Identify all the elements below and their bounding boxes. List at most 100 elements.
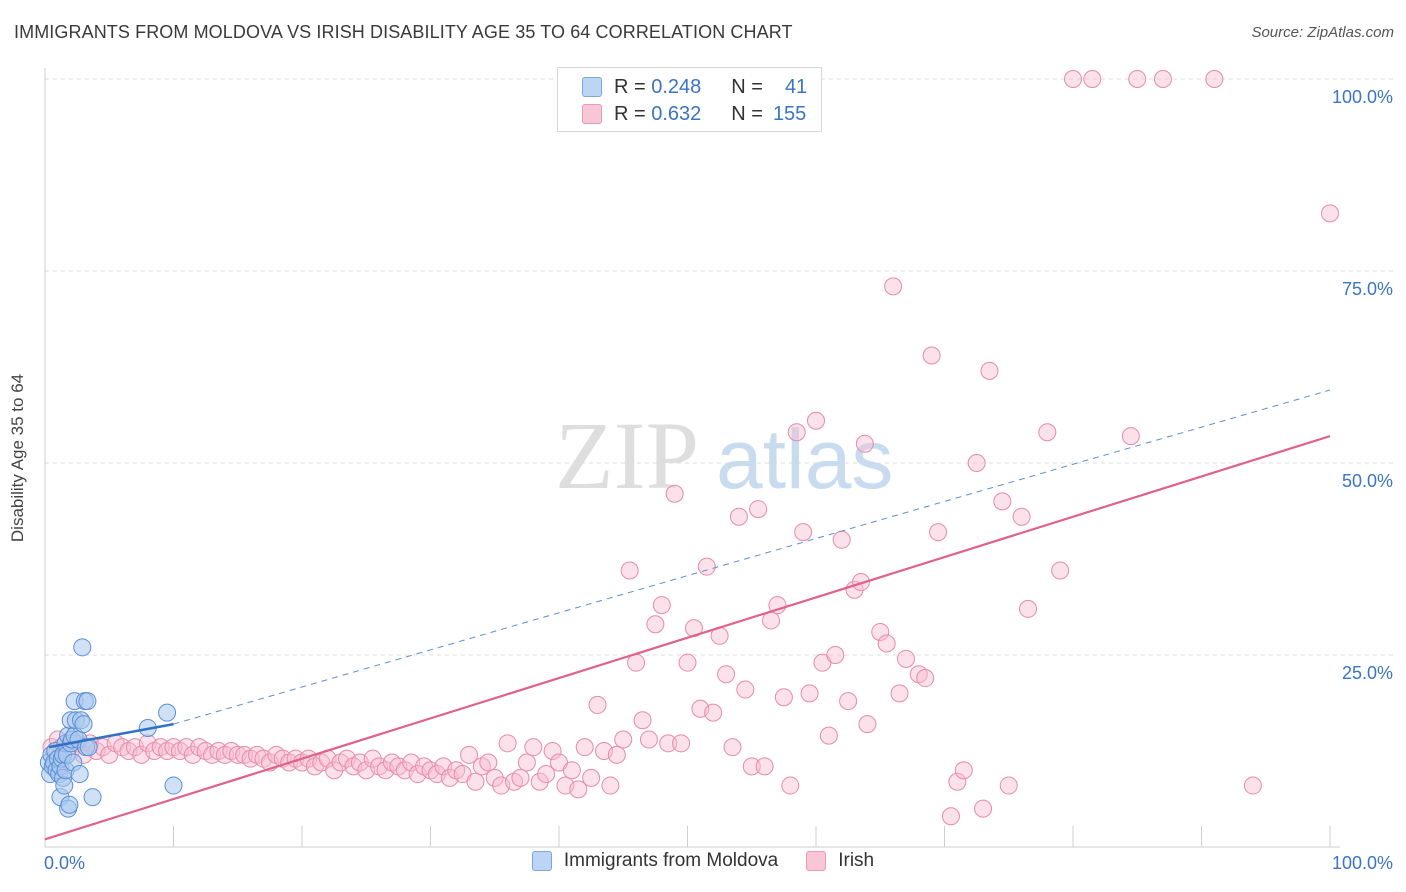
irish-point (325, 761, 344, 780)
irish-point (916, 669, 935, 688)
series-legend-moldova: Immigrants from Moldova (531, 850, 778, 872)
moldova-points (39, 638, 183, 818)
irish-point (1064, 70, 1082, 88)
irish-point (672, 734, 691, 753)
irish-point (646, 615, 665, 634)
irish-point (620, 561, 639, 580)
moldova-point (164, 776, 183, 795)
moldova-point (73, 638, 92, 657)
series-swatch-pink (806, 851, 827, 871)
moldova-trend-line (48, 722, 174, 749)
irish-point (460, 745, 479, 764)
irish-point (768, 596, 787, 615)
y-tick-label: 75.0% (1342, 279, 1393, 299)
watermark-atlas: atlas (716, 412, 893, 506)
moldova-point (55, 776, 74, 795)
irish-point (562, 761, 581, 780)
irish-point (1019, 599, 1038, 618)
legend-r-label: R = (614, 75, 646, 98)
axes (44, 68, 1340, 848)
moldova-point (70, 765, 89, 784)
irish-point (485, 768, 504, 787)
irish-point (601, 776, 620, 795)
irish-point (967, 454, 986, 472)
legend-n-value: 155 (772, 102, 807, 125)
series-swatch-blue (531, 851, 552, 871)
irish-point (1205, 70, 1224, 88)
irish-point (742, 757, 761, 776)
legend-n-value: 41 (784, 75, 808, 98)
irish-point (652, 596, 671, 615)
x-tick-label-max: 100.0% (1332, 853, 1393, 873)
irish-point (511, 768, 530, 787)
irish-point (839, 692, 858, 711)
irish-point (177, 738, 196, 757)
irish-point (543, 742, 562, 760)
irish-point (678, 653, 697, 672)
legend-row-moldova: R = 0.248 N = 41 (582, 74, 807, 100)
irish-point (999, 776, 1018, 795)
irish-point (1012, 507, 1031, 526)
irish-point (974, 799, 993, 818)
moldova-point (83, 788, 102, 807)
irish-point (569, 780, 588, 799)
irish-point (787, 423, 806, 442)
irish-point (993, 492, 1012, 511)
trend-lines (44, 389, 1331, 841)
irish-point (832, 530, 851, 549)
irish-point (717, 665, 736, 684)
irish-point (800, 684, 819, 703)
watermark: ZIP atlas (555, 402, 893, 509)
irish-points (42, 70, 1339, 826)
moldova-trend-extension (173, 389, 1331, 725)
irish-point (479, 753, 498, 772)
series-legend-irish: Irish (806, 850, 874, 872)
moldova-point (74, 715, 93, 734)
irish-point (948, 772, 967, 791)
irish-point (639, 730, 658, 749)
irish-point (980, 361, 999, 380)
irish-point (858, 715, 877, 734)
irish-point (807, 411, 825, 430)
irish-point (877, 634, 896, 653)
irish-point (1121, 427, 1140, 446)
irish-point (851, 573, 870, 592)
series-legend: Immigrants from Moldova Irish (0, 850, 1406, 872)
irish-point (1321, 204, 1339, 223)
irish-point (819, 726, 838, 745)
legend-n-label: N = (731, 75, 763, 98)
x-tick-label-min: 0.0% (44, 853, 85, 873)
stats-legend: R = 0.248 N = 41 R = 0.632 N = 155 (557, 67, 822, 132)
irish-point (845, 580, 864, 599)
legend-n-label: N = (731, 102, 763, 125)
irish-point (517, 753, 536, 772)
irish-point (1153, 70, 1172, 88)
irish-point (665, 484, 684, 503)
legend-r-label: R = (614, 102, 646, 125)
source-credit: Source: ZipAtlas.com (1251, 24, 1394, 41)
moldova-point (158, 703, 177, 722)
tick-labels: 25.0% 50.0% 75.0% 100.0% 0.0% 100.0% (44, 87, 1393, 873)
legend-row-irish: R = 0.632 N = 155 (582, 101, 806, 127)
irish-point (890, 684, 909, 703)
irish-point (524, 738, 543, 757)
irish-point (954, 761, 973, 780)
irish-point (466, 772, 485, 791)
irish-point (755, 757, 774, 776)
irish-point (498, 734, 517, 753)
irish-point (922, 346, 941, 365)
irish-point (941, 807, 960, 826)
irish-point (929, 523, 948, 542)
irish-point (704, 703, 723, 722)
irish-trend-line (44, 435, 1331, 841)
y-axis-label: Disability Age 35 to 64 (8, 373, 27, 543)
irish-point (749, 500, 768, 519)
legend-swatch-pink (582, 104, 602, 124)
irish-point (896, 649, 915, 668)
irish-point (1243, 776, 1262, 795)
moldova-point (60, 795, 79, 814)
legend-swatch-blue (582, 77, 602, 97)
series-label-irish: Irish (838, 850, 875, 871)
y-tick-label: 50.0% (1342, 471, 1393, 491)
